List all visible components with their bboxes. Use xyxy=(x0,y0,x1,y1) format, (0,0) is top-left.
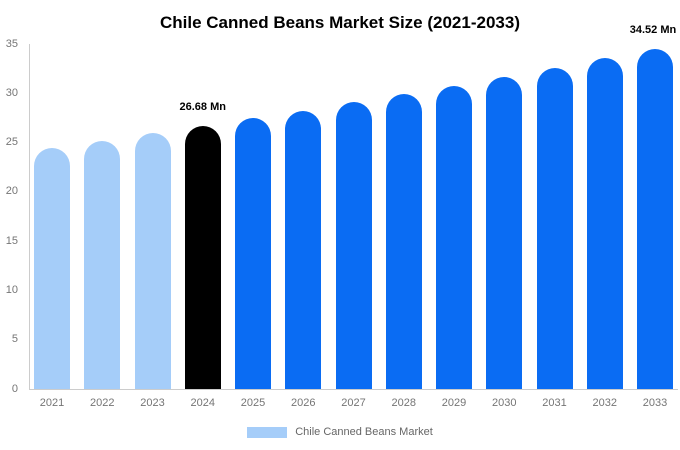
y-tick-label-10: 10 xyxy=(5,283,18,296)
y-tick-label-20: 20 xyxy=(5,185,18,198)
y-tick-label-25: 25 xyxy=(5,136,18,149)
x-tick-label-2029: 2029 xyxy=(441,397,467,409)
x-tick-label-2030: 2030 xyxy=(492,397,517,409)
bar-value-label-2033: 34.52 Mn xyxy=(629,23,677,36)
legend[interactable]: Chile Canned Beans Market xyxy=(0,426,680,438)
bar-2030[interactable] xyxy=(486,76,523,389)
x-tick-label-2022: 2022 xyxy=(90,397,115,409)
chart-title: Chile Canned Beans Market Size (2021-203… xyxy=(160,13,520,32)
bar-2023[interactable] xyxy=(134,133,171,389)
y-tick-label-0: 0 xyxy=(11,382,18,395)
bar-2027[interactable] xyxy=(335,102,372,389)
y-tick-label-5: 5 xyxy=(11,333,18,346)
bar-2025[interactable] xyxy=(235,118,271,389)
bar-2031[interactable] xyxy=(536,67,573,389)
x-tick-label-2021: 2021 xyxy=(39,397,65,409)
bar-2032[interactable] xyxy=(586,58,623,389)
bar-2022[interactable] xyxy=(84,140,121,389)
y-axis-line xyxy=(29,44,30,390)
x-tick-label-2023: 2023 xyxy=(140,397,165,409)
y-tick-label-35: 35 xyxy=(5,37,18,50)
legend-swatch-icon xyxy=(247,426,288,438)
bar-2021[interactable] xyxy=(34,147,70,389)
x-tick-label-2031: 2031 xyxy=(542,397,567,409)
x-tick-label-2032: 2032 xyxy=(592,397,617,409)
bar-2028[interactable] xyxy=(385,94,422,389)
x-tick-label-2026: 2026 xyxy=(291,397,316,409)
bar-2024[interactable] xyxy=(184,126,221,389)
x-tick-label-2024: 2024 xyxy=(190,397,215,409)
bar-2033[interactable] xyxy=(637,48,673,389)
x-tick-label-2025: 2025 xyxy=(240,397,266,409)
legend-label: Chile Canned Beans Market xyxy=(295,426,433,438)
x-tick-label-2033: 2033 xyxy=(642,397,668,409)
x-tick-label-2028: 2028 xyxy=(391,397,416,409)
x-tick-label-2027: 2027 xyxy=(341,397,366,409)
bar-2026[interactable] xyxy=(285,110,322,389)
x-axis-line xyxy=(29,389,678,390)
bar-value-label-2024: 26.68 Mn xyxy=(179,101,226,113)
y-tick-label-15: 15 xyxy=(5,234,18,247)
y-tick-label-30: 30 xyxy=(5,86,18,99)
bar-2029[interactable] xyxy=(436,85,472,389)
